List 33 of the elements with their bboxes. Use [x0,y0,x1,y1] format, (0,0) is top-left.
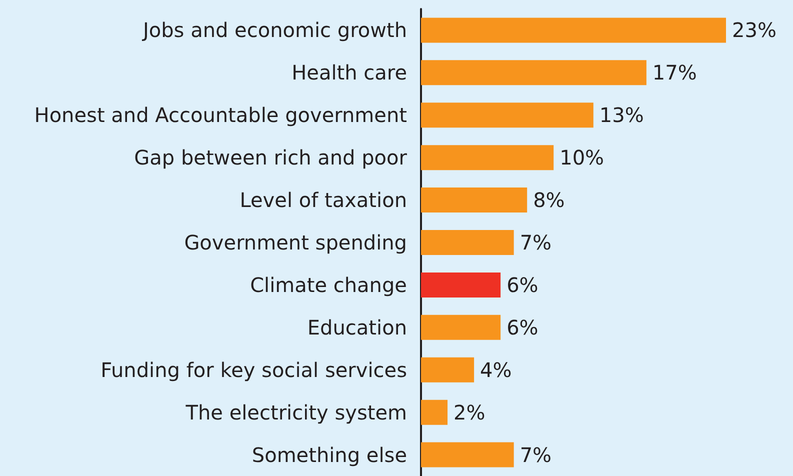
y-tick-label: Something else [252,442,407,467]
data-label: 4% [480,358,512,382]
bar [421,145,554,170]
bar [421,102,594,128]
bar [421,357,474,382]
y-tick-label: Funding for key social services [100,358,407,382]
data-label: 2% [454,400,486,424]
bar [421,60,646,86]
bar [421,400,448,425]
bar [421,230,514,255]
data-label: 17% [652,60,697,85]
data-label: 7% [520,442,552,467]
y-tick-label: Government spending [184,230,407,254]
y-tick-label: Level of taxation [240,188,407,212]
y-tick-label: Climate change [250,272,407,297]
data-label: 6% [506,272,538,297]
y-tick-label: Honest and Accountable government [34,103,408,128]
y-tick-label: Jobs and economic growth [140,18,407,42]
data-label: 23% [732,18,776,42]
data-label: 10% [560,146,604,170]
bar [421,188,528,213]
bar [421,18,726,43]
bar [421,272,501,298]
bar [421,442,514,468]
y-tick-label: Education [307,315,407,340]
y-tick-label: The electricity system [184,400,407,424]
data-label: 6% [506,315,538,340]
data-label: 7% [520,230,552,254]
data-label: 8% [533,188,565,212]
y-tick-label: Gap between rich and poor [134,146,408,170]
bar [421,314,501,340]
y-tick-label: Health care [292,60,407,85]
data-label: 13% [599,103,644,128]
